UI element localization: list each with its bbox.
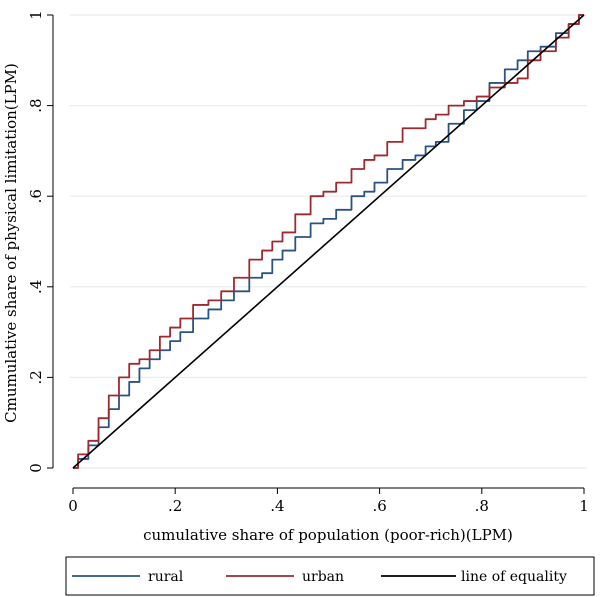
y-tick-label: .8 bbox=[27, 98, 45, 112]
y-tick-label: .4 bbox=[27, 280, 45, 294]
x-tick-label: .8 bbox=[475, 497, 489, 515]
y-axis-title: Cmumulative share of physical limitation… bbox=[2, 63, 20, 423]
x-tick-label: .2 bbox=[168, 497, 182, 515]
legend-box bbox=[65, 556, 595, 596]
x-tick-label: .4 bbox=[270, 497, 284, 515]
legend: rural urban line of equality bbox=[65, 556, 595, 596]
legend-label: line of equality bbox=[461, 569, 567, 585]
y-tick-label: 1 bbox=[27, 10, 45, 20]
series-lines bbox=[72, 14, 585, 469]
y-tick-label: .2 bbox=[27, 370, 45, 384]
x-tick-label: 0 bbox=[68, 497, 78, 515]
rural-line bbox=[73, 14, 584, 469]
x-tick-label: 1 bbox=[579, 497, 589, 515]
urban-line bbox=[73, 14, 584, 469]
line-of-equality-line bbox=[72, 14, 585, 469]
x-axis-title: cumulative share of population (poor-ric… bbox=[143, 526, 513, 544]
legend-label: urban bbox=[302, 569, 344, 585]
y-tick-label: .6 bbox=[27, 189, 45, 203]
x-tick-label: .6 bbox=[372, 497, 386, 515]
axes: 0 .2 .4 .6 .8 1 0 .2 .4 .6 .8 1 bbox=[27, 10, 589, 515]
gridlines bbox=[70, 14, 587, 469]
legend-label: rural bbox=[148, 569, 184, 585]
y-tick-label: 0 bbox=[27, 463, 45, 473]
